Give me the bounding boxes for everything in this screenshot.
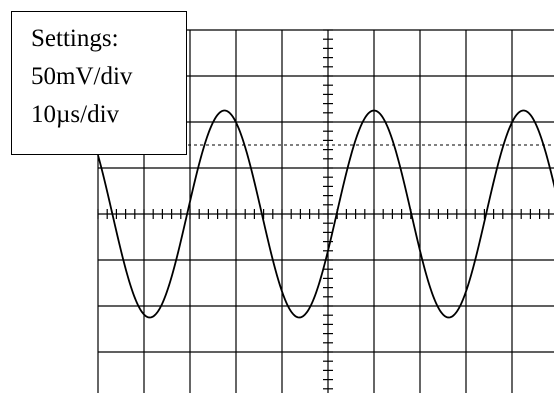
center-axis-ticks	[97, 29, 550, 390]
settings-box: Settings: 50mV/div 10µs/div	[11, 11, 187, 155]
settings-title: Settings:	[31, 25, 119, 52]
time-per-division: 10µs/div	[31, 101, 120, 128]
volts-per-division: 50mV/div	[31, 63, 133, 90]
reference-lines	[98, 144, 554, 307]
sine-waveform-trace	[97, 109, 554, 319]
